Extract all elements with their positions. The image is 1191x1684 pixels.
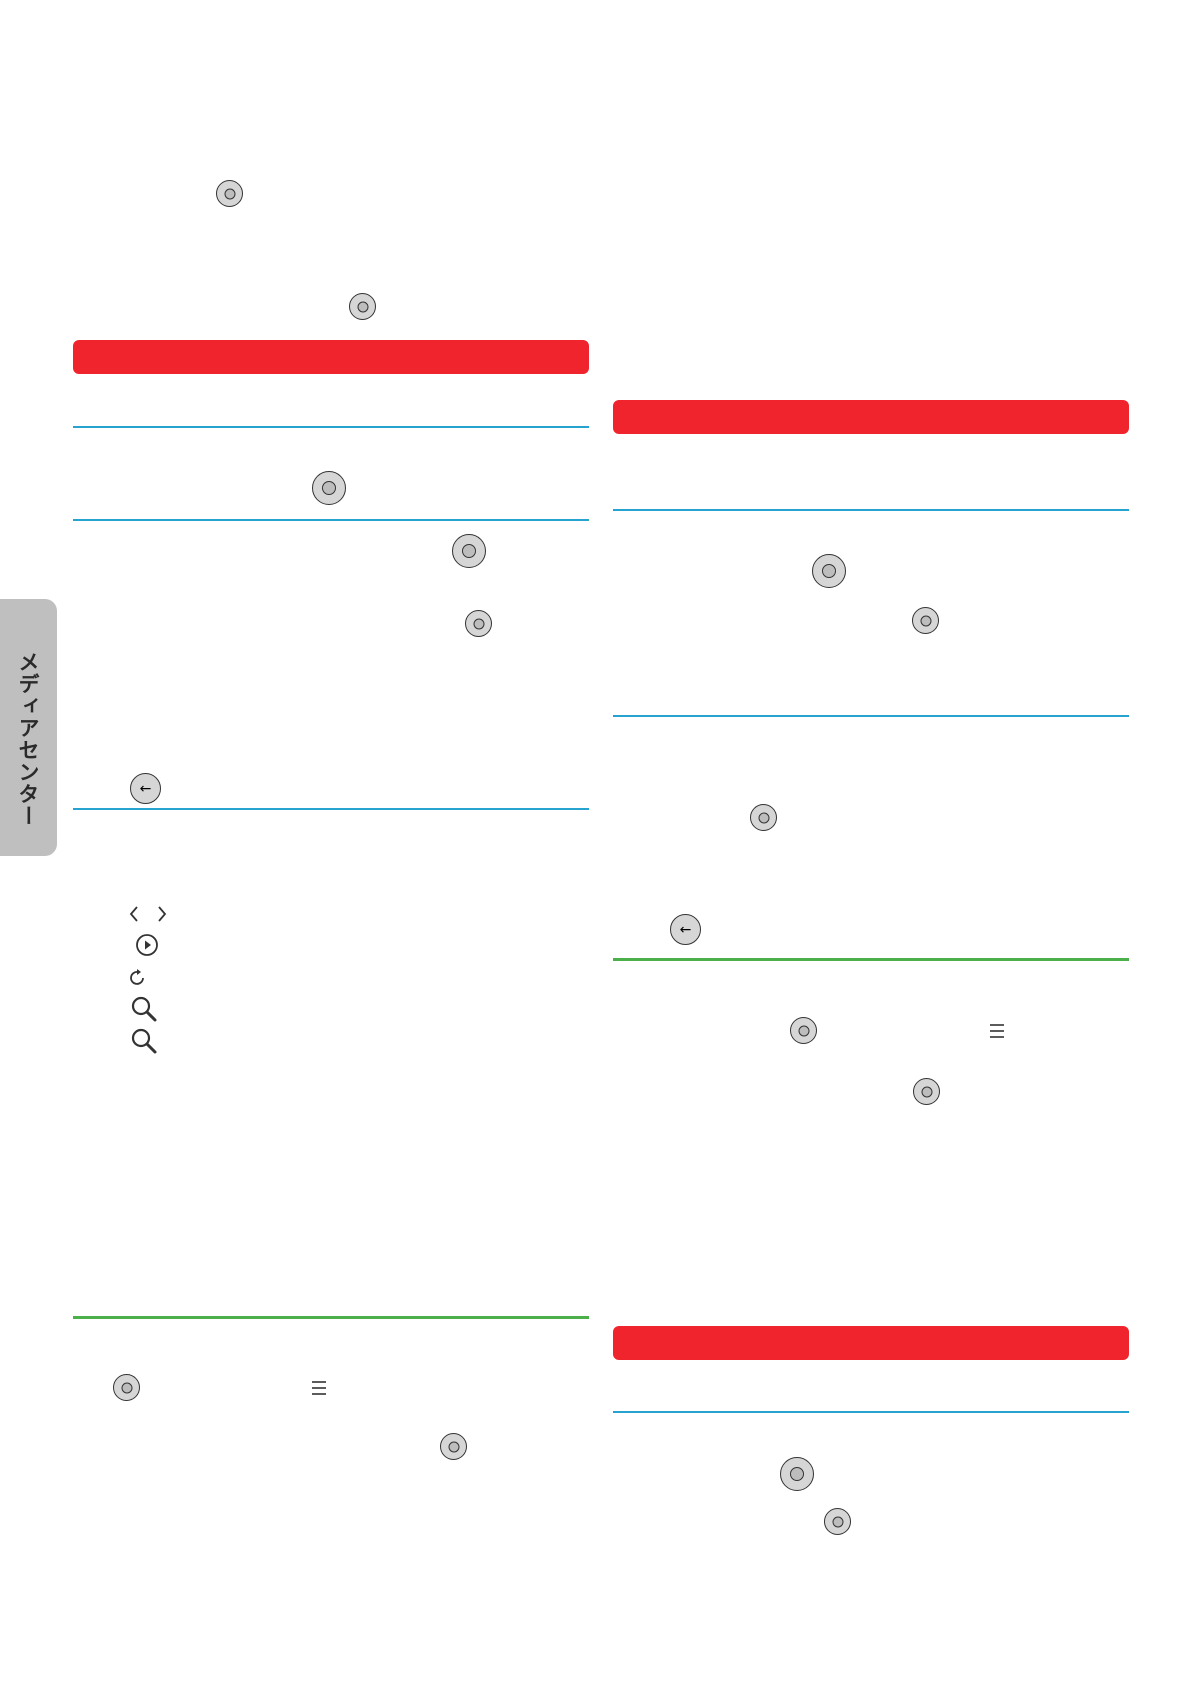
divider-line: [613, 1411, 1129, 1413]
ok-button-icon: [913, 1078, 940, 1105]
ok-button-icon: [113, 1374, 140, 1401]
play-circle-icon: [135, 933, 159, 957]
side-tab-label: メディアセンター: [16, 651, 40, 827]
ok-button-icon: [812, 554, 846, 588]
ok-button-icon: [349, 293, 376, 320]
divider-line: [613, 715, 1129, 717]
back-arrow-icon: ←: [670, 914, 701, 945]
ok-button-icon: [312, 471, 346, 505]
ok-button-icon: [440, 1433, 467, 1460]
divider-line-green: [613, 958, 1129, 961]
refresh-icon: [128, 968, 148, 988]
section-bar-right-1: [613, 400, 1129, 434]
ok-button-icon: [216, 180, 243, 207]
side-tab: [0, 599, 57, 856]
ok-button-icon: [452, 534, 486, 568]
chevron-left-right-icon: [128, 904, 168, 924]
magnifier-icon: [130, 1027, 158, 1055]
ok-button-icon: [790, 1017, 817, 1044]
back-arrow-glyph: ←: [139, 780, 152, 797]
divider-line-green: [73, 1316, 589, 1319]
back-arrow-glyph: ←: [679, 921, 692, 938]
ok-button-icon: [824, 1508, 851, 1535]
menu-lines-icon: [310, 1379, 328, 1397]
menu-lines-icon: [988, 1022, 1006, 1040]
divider-line: [73, 808, 589, 810]
section-bar-left-1: [73, 340, 589, 374]
divider-line: [73, 426, 589, 428]
ok-button-icon: [780, 1457, 814, 1491]
ok-button-icon: [465, 610, 492, 637]
divider-line: [613, 509, 1129, 511]
ok-button-icon: [750, 804, 777, 831]
section-bar-right-2: [613, 1326, 1129, 1360]
back-arrow-icon: ←: [130, 773, 161, 804]
magnifier-icon: [130, 995, 158, 1023]
divider-line: [73, 519, 589, 521]
ok-button-icon: [912, 607, 939, 634]
